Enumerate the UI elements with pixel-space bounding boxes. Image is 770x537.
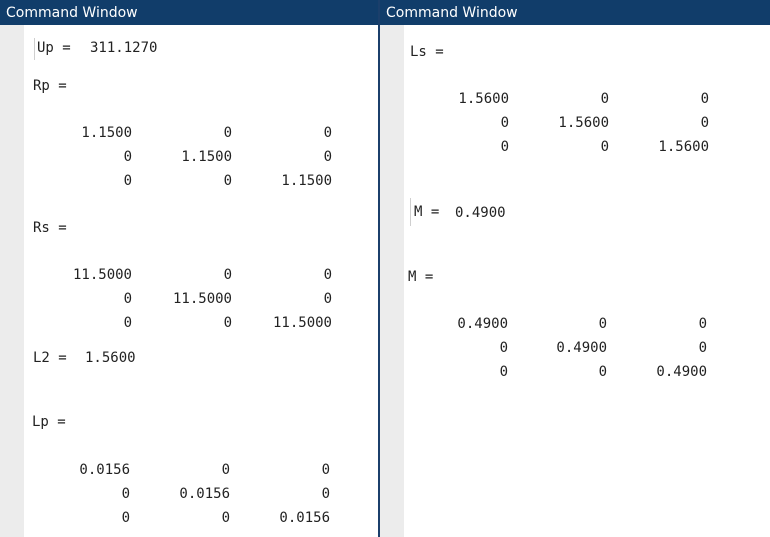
left-caret-up [34,38,35,60]
matrix-cell: 0 [600,139,609,155]
matrix-cell: 0 [123,315,132,331]
left-window-title: Command Window [0,0,378,25]
matrix-cell: 0 [598,316,607,332]
matrix-cell: 11.5000 [72,267,132,283]
matrix-cell: 0 [323,125,332,141]
matrix-cell: 11.5000 [172,291,232,307]
right-caret-m [410,198,411,226]
matrix-cell: 1.1500 [81,125,132,141]
matrix-cell: 0 [500,115,509,131]
ls-label: Ls = [410,44,444,60]
matrix-cell: 0 [321,462,330,478]
up-label: Up = [37,40,71,56]
matrix-cell: 0 [698,316,707,332]
matrix-cell: 0.4900 [556,340,607,356]
matrix-cell: 0 [221,510,230,526]
matrix-cell: 0.4900 [656,364,707,380]
matrix-cell: 0 [700,91,709,107]
matrix-cell: 0 [698,340,707,356]
matrix-cell: 11.5000 [272,315,332,331]
matrix-cell: 0 [700,115,709,131]
matrix-cell: 0 [500,139,509,155]
matrix-cell: 0.4900 [457,316,508,332]
right-window-title: Command Window [380,0,770,25]
matrix-cell: 0 [123,149,132,165]
matrix-cell: 0 [123,291,132,307]
matrix-cell: 0 [223,173,232,189]
m-scalar-label: M = [414,204,440,220]
matrix-cell: 0.0156 [179,486,230,502]
right-gutter [380,25,404,537]
matrix-cell: 0 [321,486,330,502]
matrix-cell: 0 [598,364,607,380]
matrix-cell: 0 [221,462,230,478]
matrix-cell: 0 [223,267,232,283]
right-command-window[interactable]: Command Window Ls = 1.5600 0 0 0 1.5600 0 0 0 1.… [380,0,770,537]
matrix-cell: 0.0156 [279,510,330,526]
matrix-cell: 0 [499,340,508,356]
left-gutter [0,25,24,537]
matrix-cell: 0 [600,91,609,107]
matrix-cell: 0 [223,315,232,331]
m-matrix-label: M = [408,269,434,285]
matrix-cell: 0 [323,267,332,283]
m-scalar-value: 0.4900 [455,205,506,221]
rs-label: Rs = [33,220,67,236]
matrix-cell: 0 [223,125,232,141]
matrix-cell: 1.5600 [658,139,709,155]
matrix-cell: 0 [499,364,508,380]
left-command-window[interactable]: Command Window Up = 311.1270 Rp = 1.1500… [0,0,380,537]
matrix-cell: 1.1500 [281,173,332,189]
matrix-cell: 1.1500 [181,149,232,165]
matrix-cell: 0 [323,291,332,307]
matrix-cell: 0 [123,173,132,189]
matrix-cell: 0 [323,149,332,165]
lp-label: Lp = [32,414,66,430]
rp-label: Rp = [33,78,67,94]
matrix-cell: 0 [121,510,130,526]
matrix-cell: 0 [121,486,130,502]
matrix-cell: 0.0156 [79,462,130,478]
l2-label: L2 = [33,350,67,366]
matrix-cell: 1.5600 [458,91,509,107]
matrix-cell: 1.5600 [558,115,609,131]
up-value: 311.1270 [90,40,158,56]
l2-value: 1.5600 [85,350,136,366]
